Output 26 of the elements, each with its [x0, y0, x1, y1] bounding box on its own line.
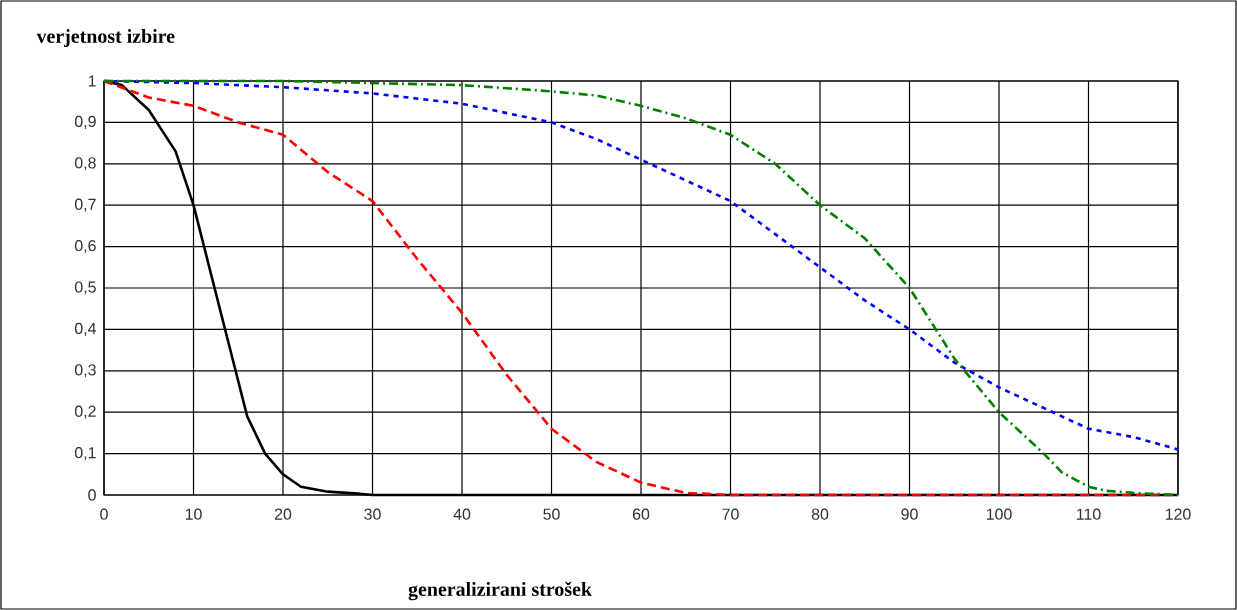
x-tick-label: 70	[722, 508, 739, 520]
y-tick-label: 0,1	[74, 447, 96, 461]
y-tick-label: 0,2	[74, 405, 96, 419]
x-tick-label: 60	[632, 508, 650, 520]
y-tick-label: 0,3	[74, 364, 96, 378]
x-tick-label: 50	[543, 508, 560, 520]
x-tick-label: 100	[986, 508, 1012, 520]
x-tick-label: 110	[1077, 508, 1101, 520]
x-tick-label: 120	[1165, 508, 1191, 520]
y-tick-label: 1	[88, 75, 96, 87]
y-tick-label: 0,4	[74, 322, 97, 336]
x-tick-label: 10	[185, 508, 202, 520]
x-tick-label: 40	[453, 508, 471, 520]
x-tick-label: 90	[901, 508, 918, 520]
y-tick-label: 0,7	[74, 198, 96, 212]
x-tick-label: 0	[100, 508, 108, 520]
y-tick-label: 0,6	[74, 240, 96, 254]
x-tick-label: 80	[811, 508, 829, 520]
y-tick-label: 0,5	[74, 281, 96, 295]
x-tick-label: 30	[364, 508, 381, 520]
x-axis-title: generalizirani strošek	[408, 581, 592, 601]
y-tick-label: 0,8	[74, 157, 96, 171]
chart-title: verjetnost izbire	[36, 28, 175, 48]
x-tick-label: 20	[274, 508, 292, 520]
y-tick-label: 0,9	[74, 115, 96, 129]
y-tick-label: 0	[88, 489, 96, 501]
